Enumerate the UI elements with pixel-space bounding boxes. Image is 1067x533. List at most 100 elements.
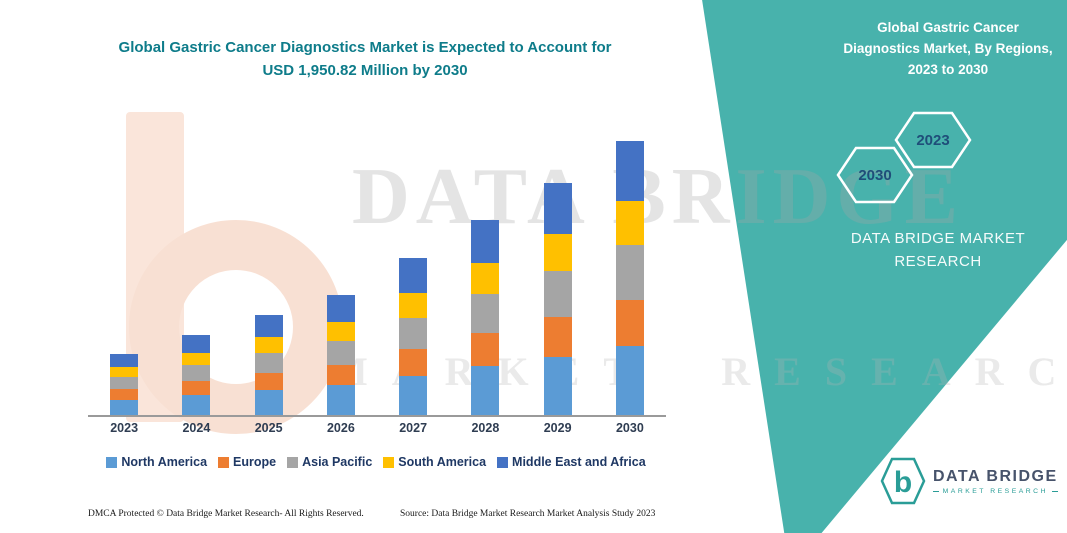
bar-segment [615,346,644,415]
hexagon-2030-icon [836,146,914,204]
bar-stack-2030 [615,140,644,415]
chart-legend: North America Europe Asia Pacific South Ame… [70,455,682,469]
legend-label: South America [398,455,487,469]
bar-segment [182,334,211,353]
bar-stack-2029 [543,182,572,415]
bar-segment [399,292,428,318]
bar-segment [182,381,211,395]
source-note: Source: Data Bridge Market Research Mark… [400,509,656,519]
bar-segment [471,332,500,367]
bar-segment [254,315,283,337]
legend-item: Asia Pacific [287,455,372,469]
bar-segment [399,375,428,415]
legend-item: Europe [218,455,276,469]
legend-label: Europe [233,455,277,469]
hexagon-year-2023: 2023 [916,132,949,149]
x-axis-label: 2026 [326,421,355,435]
bar-stack-2023 [110,354,139,415]
bar-segment [615,245,644,300]
bar-segment [471,293,500,333]
legend-swatch-icon [383,456,395,468]
x-axis-label: 2023 [110,421,139,435]
bar-segment [543,270,572,318]
databridge-logo: b DATA BRIDGE MARKET RESEARCH [880,456,1058,506]
x-axis-labels: 2023 2024 2025 2026 2027 2028 2029 2030 [88,421,666,435]
bar-segment [326,385,355,415]
legend-label: Middle East and Africa [512,455,646,469]
bar-segment [543,233,572,271]
bar-stack-2028 [471,219,500,415]
logo-subtitle: MARKET RESEARCH [933,488,1058,495]
x-axis-label: 2028 [471,421,500,435]
x-axis-label: 2024 [182,421,211,435]
legend-item: South America [383,455,486,469]
x-axis-label: 2025 [254,421,283,435]
plot-area [88,134,666,417]
bar-2026 [305,134,377,415]
bar-segment [326,321,355,341]
bar-segment [254,390,283,415]
bar-segment [110,367,139,378]
bar-segment [110,354,139,368]
bar-stack-2027 [399,258,428,415]
bar-segment [110,389,139,400]
bar-2023 [88,134,160,415]
dmca-notice: DMCA Protected © Data Bridge Market Rese… [88,509,364,519]
bar-segment [182,352,211,366]
bar-2029 [522,134,594,415]
x-axis-label: 2029 [543,421,572,435]
bar-segment [254,373,283,390]
x-axis-label: 2030 [615,421,644,435]
logo-text-block: DATA BRIDGE MARKET RESEARCH [933,468,1058,495]
year-hexagons: 2023 2030 [836,111,972,204]
legend-swatch-icon [287,456,299,468]
bar-segment [399,349,428,376]
bar-segment [471,366,500,415]
bar-segment [471,219,500,263]
brand-wordmark: DATA BRIDGE MARKET RESEARCH [850,230,1026,270]
legend-item: North America [106,455,207,469]
bar-segment [110,377,139,390]
logo-name: DATA BRIDGE [933,467,1058,485]
bar-2030 [594,134,666,415]
bar-segment [615,299,644,347]
bar-2025 [233,134,305,415]
bar-segment [615,140,644,202]
legend-swatch-icon [106,456,118,468]
bar-segment [326,340,355,365]
watermark-marketresearch: MARKET RESEARCH [330,349,1067,394]
bar-2028 [449,134,521,415]
bar-segment [326,364,355,386]
bar-2024 [160,134,232,415]
legend-swatch-icon [497,456,509,468]
legend-label: North America [121,455,208,469]
bar-segment [399,258,428,293]
logo-hexagon-b-icon: b [880,457,926,505]
bar-segment [182,365,211,382]
bar-segment [110,399,139,415]
bar-segment [254,353,283,373]
bar-segment [182,394,211,415]
svg-text:b: b [894,466,912,499]
bar-2027 [377,134,449,415]
bar-segment [543,356,572,415]
legend-item: Middle East and Africa [497,455,646,469]
bar-segment [615,201,644,246]
bar-segment [471,262,500,294]
bar-segment [326,295,355,322]
bar-segment [543,182,572,234]
bar-stack-2026 [326,295,355,415]
right-panel-title: Global Gastric Cancer Diagnostics Market… [843,20,1053,77]
legend-swatch-icon [218,456,230,468]
bar-segment [399,317,428,350]
x-axis-label: 2027 [399,421,428,435]
legend-label: Asia Pacific [302,455,373,469]
bar-segment [254,337,283,353]
hexagon-2023-icon [894,111,972,169]
bar-stack-2025 [254,315,283,415]
hexagon-year-2030: 2030 [858,167,891,184]
bar-stack-2024 [182,334,211,415]
b-logo-watermark-icon [126,112,343,434]
bar-segment [543,317,572,357]
